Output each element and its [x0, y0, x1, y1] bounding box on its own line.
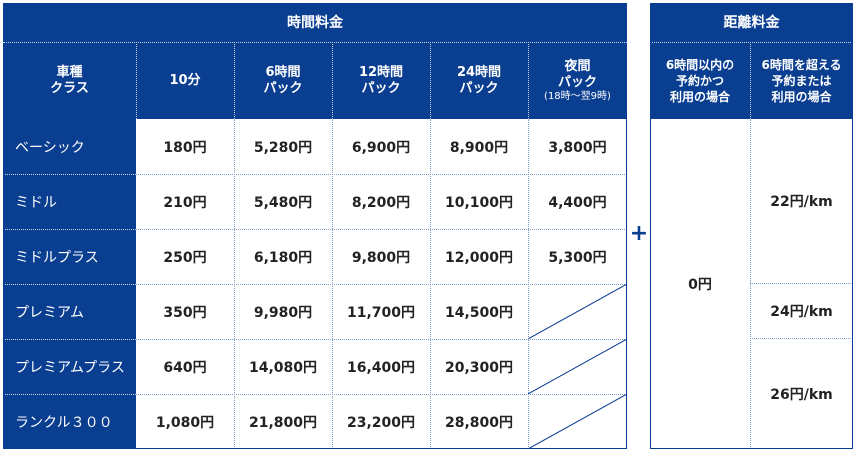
right-table-border — [650, 3, 853, 449]
row-sep-label — [3, 339, 136, 340]
header-sep — [528, 42, 529, 119]
col-sep — [528, 119, 529, 449]
price-cell-min10: 350円 — [163, 304, 207, 321]
row-sep-label — [3, 229, 136, 230]
price-cell-min10: 210円 — [163, 194, 207, 211]
price-cell-h12: 11,700円 — [346, 304, 416, 321]
row-label: ミドル — [15, 194, 57, 211]
price-cell-h24: 28,800円 — [444, 414, 514, 431]
price-cell-h24: 20,300円 — [444, 359, 514, 376]
header-sep-h — [650, 42, 853, 43]
left-table-border — [3, 3, 627, 449]
price-cell-h24: 10,100円 — [444, 194, 514, 211]
header-within-6h: 6時間以内の 予約かつ 利用の場合 — [650, 42, 750, 119]
header-night-pack: 夜間 パック (18時～翌9時) — [528, 42, 627, 119]
header-sep — [234, 42, 235, 119]
col-sep — [332, 119, 333, 449]
right-row-sep — [750, 338, 853, 339]
not-available-slash — [528, 284, 627, 339]
row-label: プレミアムプラス — [15, 359, 125, 376]
row-label: プレミアム — [15, 304, 85, 321]
not-available-slash — [528, 339, 627, 394]
row-label: ランクル３００ — [15, 414, 113, 431]
row-label: ベーシック — [15, 139, 85, 156]
right-col-sep — [750, 119, 751, 449]
over-6h-value-standard: 22円/km — [770, 194, 833, 210]
row-sep — [136, 394, 627, 395]
header-sep — [136, 42, 137, 119]
over-6h-value-premium-plus: 26円/km — [770, 386, 833, 403]
plus-sign: + — [629, 221, 649, 246]
header-10min: 10分 — [136, 42, 234, 119]
over-6h-value-premium: 24円/km — [770, 303, 833, 320]
price-cell-h6: 9,980円 — [253, 304, 313, 321]
header-24h-pack: 24時間 パック — [430, 42, 528, 119]
price-cell-h12: 6,900円 — [351, 139, 411, 156]
col-sep — [234, 119, 235, 449]
header-sep — [332, 42, 333, 119]
row-sep-label — [3, 394, 136, 395]
row-sep — [136, 284, 627, 285]
price-cell-h12: 8,200円 — [351, 194, 411, 211]
header-12h-pack: 12時間 パック — [332, 42, 430, 119]
price-cell-h12: 23,200円 — [346, 414, 416, 431]
row-label: ミドルプラス — [15, 249, 99, 266]
header-sep — [750, 42, 751, 119]
not-available-slash — [528, 394, 627, 449]
distance-fee-title: 距離料金 — [650, 3, 853, 42]
header-sep — [430, 42, 431, 119]
price-cell-night: 5,300円 — [548, 249, 607, 266]
price-cell-h6: 14,080円 — [248, 359, 318, 376]
header-sep-h — [3, 42, 627, 43]
price-cell-h6: 5,480円 — [253, 194, 313, 211]
price-cell-min10: 640円 — [163, 359, 207, 376]
price-cell-night: 3,800円 — [548, 139, 607, 156]
col-sep — [430, 119, 431, 449]
price-cell-h24: 8,900円 — [449, 139, 509, 156]
price-cell-h6: 5,280円 — [253, 139, 313, 156]
price-cell-min10: 1,080円 — [155, 414, 215, 431]
row-sep — [136, 339, 627, 340]
row-sep — [136, 174, 627, 175]
price-cell-min10: 180円 — [163, 139, 207, 156]
price-cell-h24: 14,500円 — [444, 304, 514, 321]
price-cell-h6: 6,180円 — [253, 249, 313, 266]
header-6h-pack: 6時間 パック — [234, 42, 332, 119]
price-cell-night: 4,400円 — [548, 194, 607, 211]
price-cell-min10: 250円 — [163, 249, 207, 266]
price-cell-h12: 9,800円 — [351, 249, 411, 266]
row-sep-label — [3, 174, 136, 175]
header-over-6h: 6時間を超える 予約または 利用の場合 — [750, 42, 853, 119]
price-cell-h6: 21,800円 — [248, 414, 318, 431]
price-cell-h24: 12,000円 — [444, 249, 514, 266]
row-sep-label — [3, 284, 136, 285]
time-fee-title: 時間料金 — [3, 3, 627, 42]
row-sep — [136, 229, 627, 230]
within-6h-value: 0円 — [688, 277, 712, 293]
header-class: 車種 クラス — [3, 42, 136, 119]
price-cell-h12: 16,400円 — [346, 359, 416, 376]
right-row-sep — [750, 283, 853, 284]
